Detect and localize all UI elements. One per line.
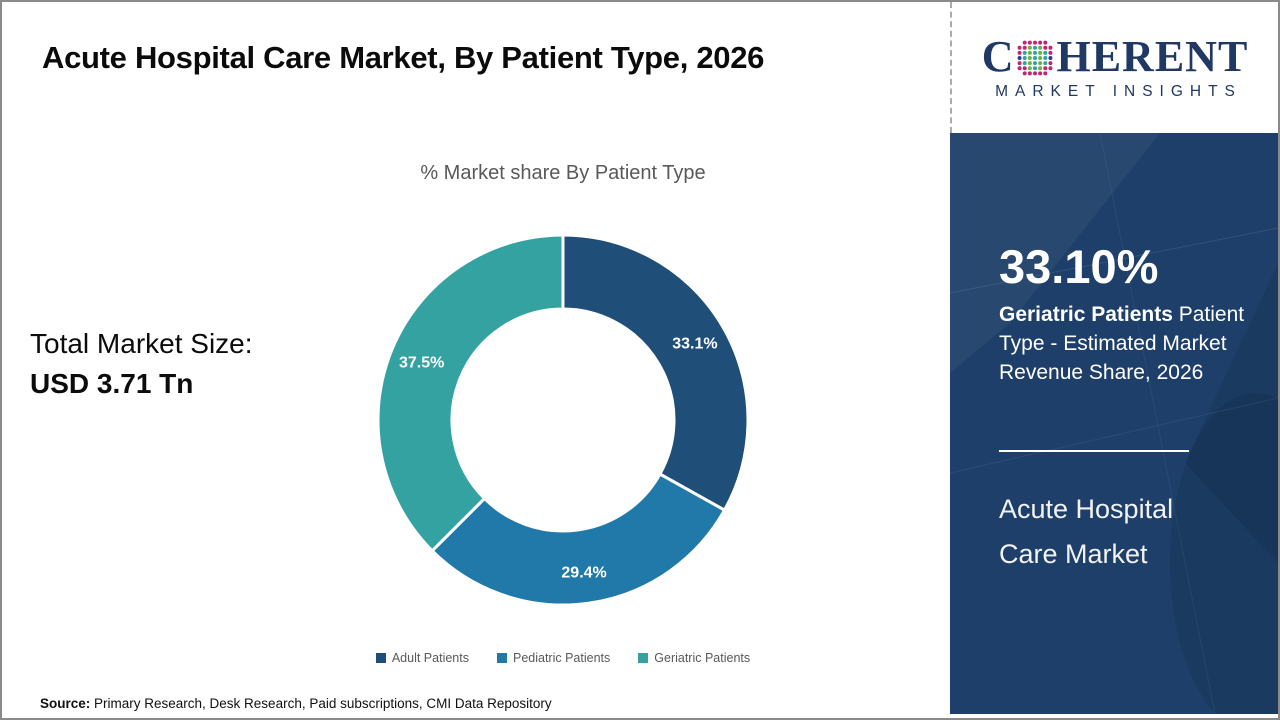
globe-dot xyxy=(1048,45,1053,50)
highlight-stat-description-rest: Patient Type - Estimated Market Revenue … xyxy=(999,303,1245,384)
globe-dot xyxy=(1018,50,1023,55)
donut-chart: 33.1% 29.4% 37.5% xyxy=(373,230,753,610)
brand-letters-herent: HERENT xyxy=(1056,31,1249,81)
highlight-stat-value: 33.10% xyxy=(999,240,1159,293)
chart-title: % Market share By Patient Type xyxy=(420,162,706,184)
legend-label: Geriatric Patients xyxy=(654,651,751,665)
globe-dot xyxy=(1048,65,1053,70)
globe-dot xyxy=(1023,55,1028,60)
legend-item-pediatric-patients[interactable]: Pediatric Patients xyxy=(496,651,611,665)
globe-dot xyxy=(1033,70,1038,75)
source-text: Primary Research, Desk Research, Paid su… xyxy=(90,696,552,711)
panel-market-name: Acute Hospital Care Market xyxy=(999,487,1239,577)
globe-dot xyxy=(1043,40,1048,45)
highlight-stat-description: Geriatric Patients Patient Type - Estima… xyxy=(999,300,1250,387)
globe-dot xyxy=(1033,40,1038,45)
globe-dot xyxy=(1043,70,1048,75)
globe-dot xyxy=(1033,60,1038,65)
globe-dot xyxy=(1023,40,1028,45)
brand-subtitle: MARKET INSIGHTS xyxy=(995,82,1242,100)
globe-dot xyxy=(1028,65,1033,70)
slice-label: 33.1% xyxy=(672,336,717,353)
globe-dot xyxy=(1018,60,1023,65)
globe-dot xyxy=(1018,55,1023,60)
highlight-panel-content: 33.10% Geriatric Patients Patient Type -… xyxy=(950,243,1278,577)
slice-label: 29.4% xyxy=(561,565,606,582)
globe-dot xyxy=(1048,60,1053,65)
donut-slice-geriatric-patients[interactable] xyxy=(376,233,565,553)
donut-chart-svg: 33.1% 29.4% 37.5% xyxy=(376,233,750,607)
globe-dot xyxy=(1023,50,1028,55)
globe-dot xyxy=(1033,45,1038,50)
globe-dot xyxy=(1023,65,1028,70)
legend-item-geriatric-patients[interactable]: Geriatric Patients xyxy=(638,651,750,665)
legend-marker xyxy=(375,653,386,663)
globe-dot xyxy=(1038,45,1043,50)
legend-marker xyxy=(496,653,507,663)
legend-marker xyxy=(638,653,649,663)
globe-dot xyxy=(1038,55,1043,60)
globe-dot xyxy=(1028,50,1033,55)
globe-dot xyxy=(1023,60,1028,65)
brand-logo: C HERENT MARKET INSIGHTS xyxy=(950,2,1278,133)
donut-slice-adult-patients[interactable] xyxy=(561,233,750,513)
legend-label: Pediatric Patients xyxy=(512,651,611,665)
globe-dot xyxy=(1038,60,1043,65)
globe-dot xyxy=(1043,60,1048,65)
highlight-segment-name: Geriatric Patients xyxy=(999,303,1173,326)
globe-dot xyxy=(1048,55,1053,60)
cmi-globe-icon xyxy=(1018,40,1053,75)
globe-dot xyxy=(1048,50,1053,55)
globe-dot xyxy=(1028,55,1033,60)
globe-dot xyxy=(1028,70,1033,75)
highlight-panel: 33.10% Geriatric Patients Patient Type -… xyxy=(950,133,1278,714)
globe-dot xyxy=(1023,70,1028,75)
panel-market-name-line1: Acute Hospital xyxy=(999,494,1174,524)
globe-dot xyxy=(1028,60,1033,65)
globe-dot xyxy=(1033,50,1038,55)
page-title: Acute Hospital Care Market, By Patient T… xyxy=(42,40,765,75)
legend-item-adult-patients[interactable]: Adult Patients xyxy=(375,651,469,665)
globe-dot xyxy=(1033,55,1038,60)
world-map-texture xyxy=(950,133,1278,714)
globe-dot xyxy=(1043,55,1048,60)
chart-legend: Adult Patients Pediatric Patients Geriatri… xyxy=(2,651,1124,665)
globe-dot xyxy=(1043,45,1048,50)
brand-letter-c: C xyxy=(981,31,1015,81)
right-column: C HERENT MARKET INSIGHTS 33.10% Geriatri… xyxy=(950,2,1278,718)
globe-dot xyxy=(1028,45,1033,50)
slice-label: 37.5% xyxy=(399,354,444,371)
globe-dot xyxy=(1028,40,1033,45)
globe-dot xyxy=(1033,65,1038,70)
total-market-size-label: Total Market Size: xyxy=(30,328,253,359)
globe-dot xyxy=(1038,50,1043,55)
total-market-size-value: USD 3.71 Tn xyxy=(30,368,194,399)
panel-market-name-line2: Care Market xyxy=(999,539,1148,569)
globe-dot xyxy=(1043,50,1048,55)
globe-dot xyxy=(1043,65,1048,70)
source-label: Source: xyxy=(40,696,91,711)
source-line: Source: Primary Research, Desk Research,… xyxy=(40,696,552,711)
globe-dot xyxy=(1018,45,1023,50)
globe-dot xyxy=(1038,40,1043,45)
donut-slice-pediatric-patients[interactable] xyxy=(430,472,727,607)
brand-wordmark: C HERENT xyxy=(981,31,1249,81)
globe-dot xyxy=(1038,70,1043,75)
globe-dot xyxy=(1023,45,1028,50)
legend-label: Adult Patients xyxy=(391,651,469,665)
total-market-size-block: Total Market Size: USD 3.71 Tn xyxy=(30,324,253,404)
globe-dot xyxy=(1038,65,1043,70)
globe-dot xyxy=(1018,65,1023,70)
panel-divider xyxy=(999,450,1189,452)
